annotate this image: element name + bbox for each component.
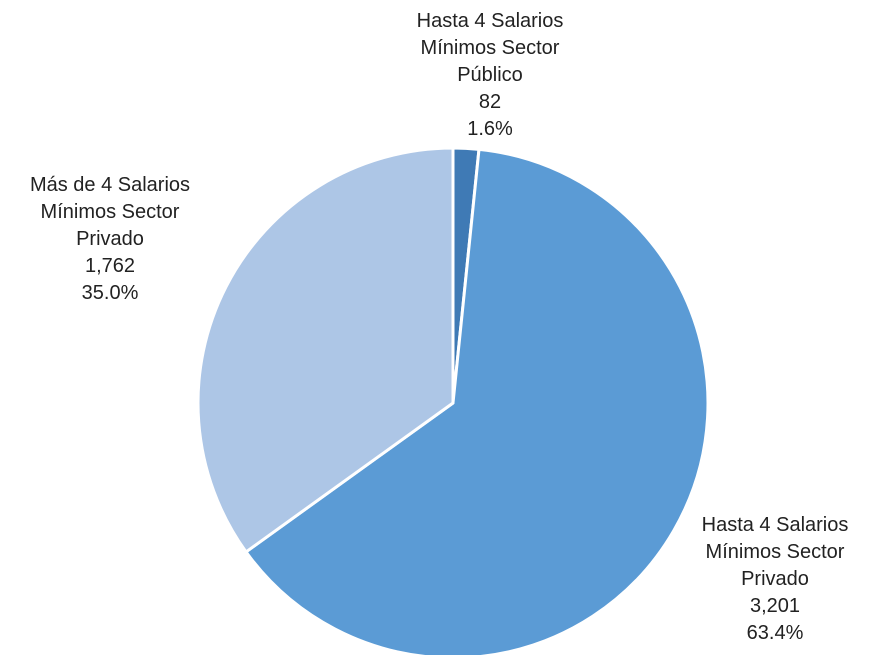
percent-label: 35.0% — [81, 282, 139, 304]
percent-label: 1.6% — [467, 118, 513, 140]
category-label: Hasta 4 Salarios Mínimos Sector Público — [416, 10, 564, 86]
slice-label: Hasta 4 Salarios Mínimos Sector Público 8… — [390, 8, 590, 143]
pie-slice — [244, 147, 710, 655]
value-label: 1,762 — [84, 255, 136, 277]
slice-label: Más de 4 Salarios Mínimos Sector Privado… — [10, 172, 210, 307]
category-label: Más de 4 Salarios Mínimos Sector Privado — [29, 174, 191, 250]
category-label: Hasta 4 Salarios Mínimos Sector Privado — [701, 514, 849, 590]
pie-slice — [196, 146, 455, 554]
percent-label: 63.4% — [746, 622, 804, 644]
value-label: 3,201 — [749, 595, 801, 617]
value-label: 82 — [478, 91, 502, 113]
slice-label: Hasta 4 Salarios Mínimos Sector Privado 3… — [675, 512, 874, 647]
